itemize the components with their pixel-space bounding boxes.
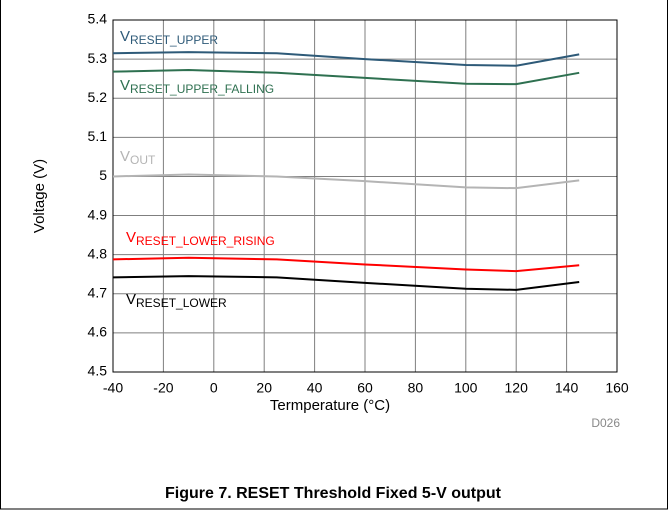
x-tick-label: 140 xyxy=(555,380,579,396)
series-line xyxy=(112,256,580,273)
series-line xyxy=(112,275,580,291)
series-label-main: V xyxy=(120,77,130,94)
series-label: VOUT xyxy=(120,148,156,167)
x-tick-label: 120 xyxy=(505,380,529,396)
series-label-subscript: RESET_UPPER xyxy=(130,33,218,47)
series-label-subscript: RESET_LOWER xyxy=(136,296,227,310)
x-tick-label: 0 xyxy=(210,380,218,396)
series-label: VRESET_UPPER xyxy=(120,28,218,47)
x-axis-label: Termperature (°C) xyxy=(270,397,390,414)
series-label-main: V xyxy=(120,148,130,165)
figure-code: D026 xyxy=(591,416,620,430)
y-axis-label: Voltage (V) xyxy=(31,159,48,233)
series-line xyxy=(112,173,580,190)
y-tick-label: 5.3 xyxy=(88,50,108,66)
y-tick-label: 5 xyxy=(99,167,107,183)
chart-title: Figure 7. RESET Threshold Fixed 5-V outp… xyxy=(165,485,502,502)
y-tick-label: 4.7 xyxy=(88,284,108,300)
plot-border xyxy=(112,19,618,373)
x-tick-label: 80 xyxy=(408,380,424,396)
series-label: VRESET_UPPER_FALLING xyxy=(120,77,274,96)
x-tick-label: 40 xyxy=(307,380,323,396)
y-tick-label: 4.5 xyxy=(88,363,108,379)
series-label-subscript: OUT xyxy=(130,153,156,167)
x-tick-label: -40 xyxy=(103,380,123,396)
x-tick-label: 60 xyxy=(357,380,373,396)
series-line xyxy=(112,69,580,86)
y-tick-label: 5.2 xyxy=(88,89,108,105)
series-label: VRESET_LOWER_RISING xyxy=(126,229,275,248)
y-tick-label: 5.4 xyxy=(88,11,108,27)
series-label-subscript: RESET_LOWER_RISING xyxy=(136,234,275,248)
series-label-main: V xyxy=(126,291,136,308)
series-label: VRESET_LOWER xyxy=(126,291,227,310)
x-tick-label: 100 xyxy=(454,380,478,396)
y-tick-label: 4.9 xyxy=(88,206,108,222)
y-tick-label: 4.8 xyxy=(88,245,108,261)
y-tick-label: 5.1 xyxy=(88,128,108,144)
x-tick-label: -20 xyxy=(153,380,173,396)
series-line xyxy=(112,51,580,67)
series-label-subscript: RESET_UPPER_FALLING xyxy=(130,82,274,96)
series-label-main: V xyxy=(126,229,136,246)
x-tick-label: 160 xyxy=(605,380,629,396)
series-label-main: V xyxy=(120,28,130,45)
x-tick-label: 20 xyxy=(256,380,272,396)
y-tick-label: 4.6 xyxy=(88,324,108,340)
